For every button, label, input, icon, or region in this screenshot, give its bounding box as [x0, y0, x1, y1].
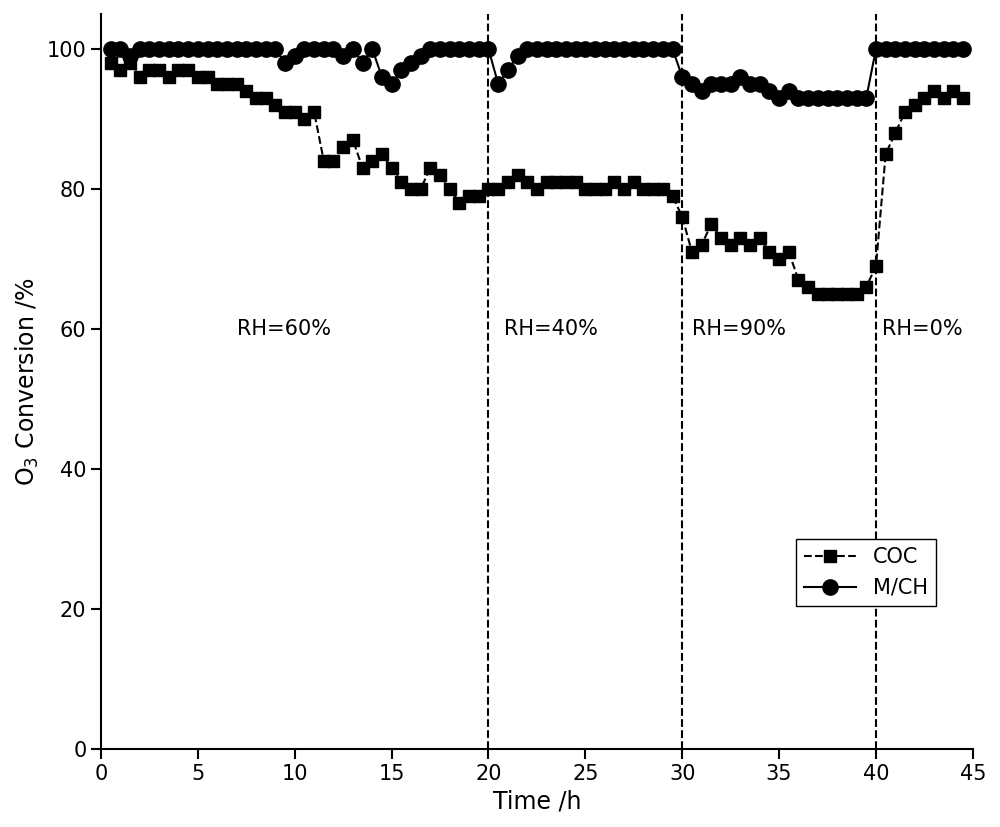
- Text: RH=40%: RH=40%: [504, 319, 598, 339]
- X-axis label: Time /h: Time /h: [493, 789, 581, 813]
- Text: RH=0%: RH=0%: [882, 319, 962, 339]
- Text: RH=60%: RH=60%: [237, 319, 331, 339]
- Legend: COC, M/CH: COC, M/CH: [796, 539, 936, 606]
- Y-axis label: O$_3$ Conversion /%: O$_3$ Conversion /%: [14, 277, 41, 485]
- Text: RH=90%: RH=90%: [692, 319, 786, 339]
